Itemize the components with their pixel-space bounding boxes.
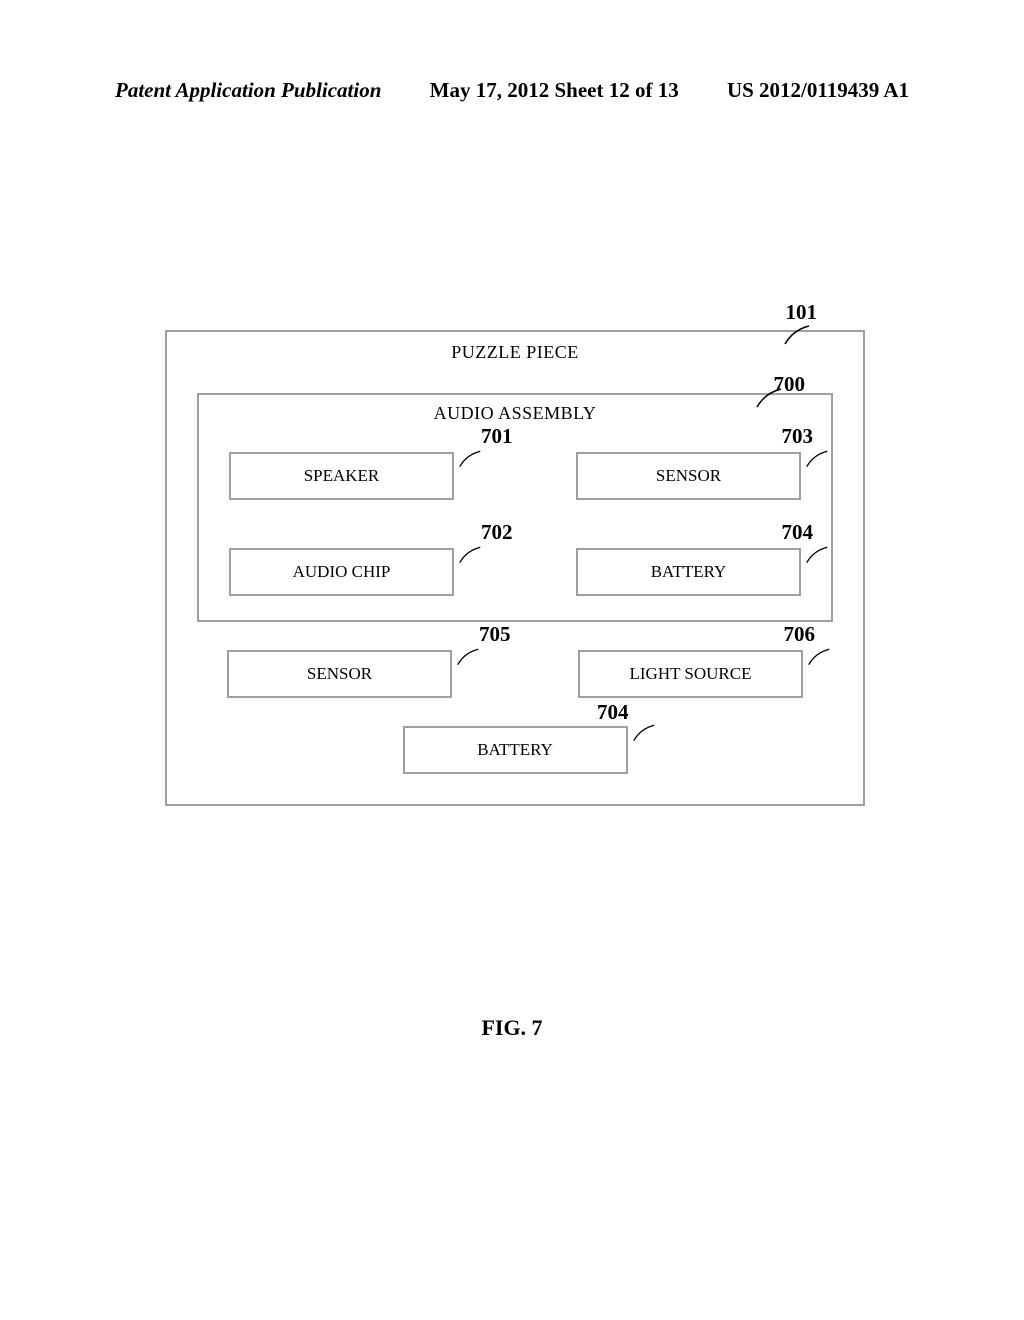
leader-line-705: [456, 646, 480, 668]
ref-label-705: 705: [479, 622, 511, 647]
sensor1-label: SENSOR: [656, 466, 721, 486]
ref-label-701: 701: [481, 424, 513, 449]
leader-line-704b: [632, 722, 656, 744]
header-right: US 2012/0119439 A1: [727, 78, 909, 103]
battery-row: 704 BATTERY: [197, 726, 833, 774]
audio-row-1: 701 703 SPEAKER SENSOR: [229, 452, 801, 500]
leader-line-706: [807, 646, 831, 668]
ref-label-704: 704: [782, 520, 814, 545]
light-source-box: LIGHT SOURCE: [578, 650, 803, 698]
audio-chip-label: AUDIO CHIP: [293, 562, 391, 582]
battery1-label: BATTERY: [651, 562, 727, 582]
leader-line-700: [755, 387, 783, 409]
speaker-box: SPEAKER: [229, 452, 454, 500]
puzzle-piece-title: PUZZLE PIECE: [197, 342, 833, 363]
sensor2-box: SENSOR: [227, 650, 452, 698]
battery1-box: BATTERY: [576, 548, 801, 596]
ref-label-704b: 704: [597, 700, 629, 725]
battery2-label: BATTERY: [477, 740, 553, 760]
audio-row-2: 702 704 AUDIO CHIP BATTERY: [229, 548, 801, 596]
header-left: Patent Application Publication: [115, 78, 381, 103]
speaker-label: SPEAKER: [304, 466, 380, 486]
audio-assembly-box: AUDIO ASSEMBLY 701 703 SPEAKER SENSOR: [197, 393, 833, 622]
sensor2-label: SENSOR: [307, 664, 372, 684]
audio-assembly-title: AUDIO ASSEMBLY: [229, 403, 801, 424]
page-header: Patent Application Publication May 17, 2…: [0, 78, 1024, 103]
ref-label-703: 703: [782, 424, 814, 449]
outer-row: 705 706 SENSOR LIGHT SOURCE: [197, 650, 833, 698]
block-diagram: 101 PUZZLE PIECE 700 AUDIO ASSEMBLY 701 …: [165, 330, 865, 806]
ref-label-702: 702: [481, 520, 513, 545]
figure-caption: FIG. 7: [0, 1015, 1024, 1041]
puzzle-piece-box: PUZZLE PIECE 700 AUDIO ASSEMBLY 701 703 …: [165, 330, 865, 806]
header-center: May 17, 2012 Sheet 12 of 13: [430, 78, 679, 103]
battery2-box: BATTERY: [403, 726, 628, 774]
leader-line-101: [783, 324, 811, 346]
audio-chip-box: AUDIO CHIP: [229, 548, 454, 596]
sensor1-box: SENSOR: [576, 452, 801, 500]
leader-line-703: [805, 448, 829, 470]
leader-line-702: [458, 544, 482, 566]
leader-line-701: [458, 448, 482, 470]
ref-label-101: 101: [786, 300, 818, 325]
ref-label-706: 706: [784, 622, 816, 647]
leader-line-704: [805, 544, 829, 566]
light-source-label: LIGHT SOURCE: [630, 664, 752, 684]
